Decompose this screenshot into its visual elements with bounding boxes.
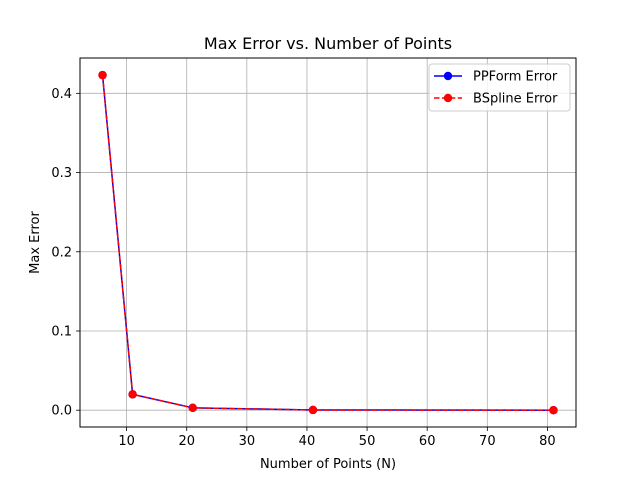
series-layer: [98, 70, 558, 415]
data-point-bspline-error: [128, 390, 137, 399]
y-tick-label: 0.0: [51, 404, 72, 419]
x-tick-label: 50: [359, 434, 376, 449]
plot-frame: [79, 57, 577, 428]
x-axis-ticks: 10 20 30 40 50 60 70 80: [118, 427, 556, 449]
y-axis-title: Max Error: [28, 211, 43, 274]
x-tick-label: 70: [479, 434, 496, 449]
data-point-bspline-error: [98, 70, 107, 80]
y-tick-label: 0.1: [51, 324, 72, 339]
legend-label: BSpline Error: [473, 92, 558, 107]
data-point-bspline-error: [308, 405, 318, 415]
x-axis-title: Number of Points (N): [260, 457, 396, 472]
legend-entry: BSpline Error: [434, 92, 558, 107]
grid: [80, 58, 576, 427]
legend-marker: [443, 71, 453, 81]
y-tick-label: 0.4: [51, 87, 72, 102]
series-bspline-error: [98, 70, 558, 415]
legend-box: [428, 63, 571, 112]
data-point-bspline-error: [188, 403, 197, 413]
x-tick-label: 60: [419, 434, 436, 449]
data-point-bspline-error: [549, 405, 558, 415]
y-tick-label: 0.3: [51, 166, 72, 181]
legend-entries: PPForm Error BSpline Error: [434, 70, 558, 107]
y-tick-label: 0.2: [51, 245, 72, 260]
chart-title: Max Error vs. Number of Points: [204, 34, 452, 53]
legend: PPForm Error BSpline Error: [428, 63, 571, 112]
x-tick-label: 30: [239, 434, 256, 449]
x-tick-label: 10: [118, 434, 135, 449]
legend-entry: PPForm Error: [434, 70, 558, 85]
y-axis-ticks: 0.0 0.1 0.2 0.3 0.4: [51, 87, 80, 419]
legend-label: PPForm Error: [473, 70, 558, 85]
legend-marker: [443, 93, 453, 103]
x-tick-label: 40: [299, 434, 316, 449]
x-tick-label: 80: [539, 434, 556, 449]
x-tick-label: 20: [178, 434, 195, 449]
